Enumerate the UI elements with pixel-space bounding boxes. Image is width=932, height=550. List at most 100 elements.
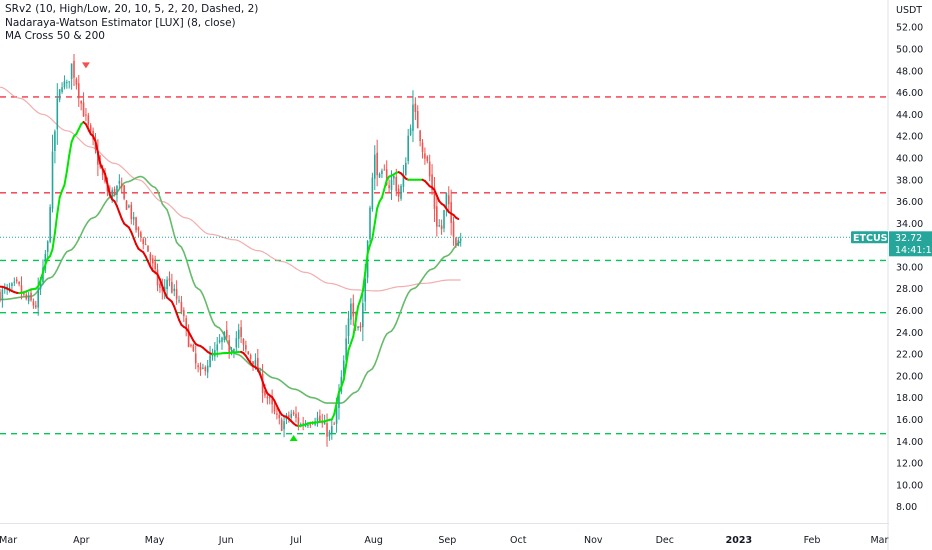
- candle-body[interactable]: [402, 175, 405, 187]
- candle-body[interactable]: [347, 318, 350, 337]
- candle-body[interactable]: [445, 192, 448, 210]
- candle-body[interactable]: [414, 103, 417, 113]
- candle-body[interactable]: [364, 278, 367, 302]
- candle-body[interactable]: [297, 417, 300, 425]
- candle-body[interactable]: [185, 318, 187, 328]
- candle-body[interactable]: [273, 405, 276, 412]
- candle-body[interactable]: [280, 419, 283, 431]
- candle-body[interactable]: [397, 188, 400, 197]
- candle-body[interactable]: [338, 392, 340, 409]
- candle-body[interactable]: [264, 390, 266, 396]
- candle-body[interactable]: [156, 269, 159, 286]
- candle-body[interactable]: [428, 161, 431, 177]
- candle-body[interactable]: [154, 261, 156, 270]
- candle-body[interactable]: [323, 422, 326, 425]
- candle-body[interactable]: [128, 205, 130, 208]
- candle-body[interactable]: [168, 278, 171, 281]
- candle-body[interactable]: [326, 423, 328, 437]
- candle-body[interactable]: [163, 286, 166, 292]
- candle-body[interactable]: [159, 284, 161, 288]
- candle-body[interactable]: [166, 279, 168, 290]
- candle-body[interactable]: [204, 367, 207, 371]
- candle-body[interactable]: [376, 152, 378, 176]
- candle-body[interactable]: [25, 294, 28, 299]
- candle-body[interactable]: [342, 360, 345, 377]
- candle-body[interactable]: [15, 279, 18, 282]
- candle-body[interactable]: [393, 176, 395, 179]
- candle-body[interactable]: [257, 357, 259, 372]
- candle-body[interactable]: [3, 288, 6, 290]
- legend-item-srv2[interactable]: SRv2 (10, High/Low, 20, 10, 5, 2, 20, Da…: [5, 3, 259, 15]
- candle-body[interactable]: [400, 185, 402, 199]
- candle-body[interactable]: [68, 81, 71, 83]
- candle-body[interactable]: [199, 366, 202, 370]
- candle-body[interactable]: [39, 281, 42, 289]
- candle-body[interactable]: [101, 169, 104, 176]
- candle-body[interactable]: [130, 204, 133, 220]
- candle-body[interactable]: [328, 431, 331, 437]
- candle-body[interactable]: [218, 340, 221, 343]
- candle-body[interactable]: [46, 241, 49, 252]
- candle-body[interactable]: [235, 338, 238, 348]
- candle-body[interactable]: [137, 227, 140, 231]
- candle-body[interactable]: [190, 344, 192, 347]
- candle-body[interactable]: [132, 216, 135, 220]
- candle-body[interactable]: [80, 101, 82, 104]
- candle-body[interactable]: [271, 396, 273, 405]
- candle-body[interactable]: [249, 355, 252, 359]
- candle-body[interactable]: [233, 349, 235, 354]
- candle-body[interactable]: [97, 150, 99, 165]
- candle-body[interactable]: [290, 413, 293, 418]
- candle-body[interactable]: [11, 283, 13, 286]
- candle-body[interactable]: [388, 185, 390, 189]
- candle-body[interactable]: [390, 179, 393, 190]
- candle-body[interactable]: [82, 102, 85, 117]
- candle-body[interactable]: [120, 183, 123, 188]
- candle-body[interactable]: [27, 295, 30, 302]
- candle-body[interactable]: [35, 305, 37, 308]
- candle-body[interactable]: [247, 351, 250, 355]
- candle-body[interactable]: [412, 104, 414, 131]
- candle-body[interactable]: [135, 217, 137, 231]
- candle-body[interactable]: [111, 190, 113, 198]
- candle-body[interactable]: [228, 340, 230, 353]
- candle-body[interactable]: [144, 244, 147, 246]
- candle-body[interactable]: [242, 338, 245, 345]
- candle-body[interactable]: [335, 405, 338, 424]
- candle-body[interactable]: [331, 426, 333, 434]
- candle-body[interactable]: [319, 415, 321, 422]
- candle-body[interactable]: [209, 355, 211, 367]
- candle-body[interactable]: [371, 177, 374, 210]
- candle-body[interactable]: [276, 413, 278, 415]
- candle-body[interactable]: [452, 221, 455, 238]
- candle-body[interactable]: [77, 83, 80, 99]
- candle-body[interactable]: [113, 188, 116, 195]
- legend-item-ma-cross[interactable]: MA Cross 50 & 200: [5, 30, 105, 42]
- candle-body[interactable]: [436, 206, 438, 227]
- candle-body[interactable]: [221, 337, 223, 343]
- candle-body[interactable]: [459, 238, 462, 241]
- candle-body[interactable]: [194, 353, 197, 364]
- candle-body[interactable]: [295, 413, 297, 418]
- candle-body[interactable]: [352, 303, 355, 317]
- candle-body[interactable]: [333, 423, 335, 425]
- candle-body[interactable]: [283, 421, 285, 430]
- candle-body[interactable]: [63, 81, 66, 88]
- candle-body[interactable]: [307, 425, 309, 427]
- candle-body[interactable]: [30, 292, 32, 301]
- candle-body[interactable]: [66, 82, 68, 84]
- candle-body[interactable]: [245, 345, 247, 350]
- candle-body[interactable]: [206, 365, 209, 373]
- candle-body[interactable]: [202, 367, 204, 369]
- candle-body[interactable]: [0, 291, 1, 301]
- candle-body[interactable]: [44, 253, 47, 269]
- candle-body[interactable]: [309, 424, 312, 426]
- candle-body[interactable]: [345, 338, 347, 360]
- candle-body[interactable]: [424, 153, 426, 159]
- candle-body[interactable]: [192, 345, 195, 351]
- candle-body[interactable]: [426, 156, 429, 162]
- candle-body[interactable]: [197, 365, 199, 368]
- candle-body[interactable]: [405, 162, 407, 176]
- candle-body[interactable]: [254, 360, 257, 367]
- candle-body[interactable]: [178, 300, 180, 302]
